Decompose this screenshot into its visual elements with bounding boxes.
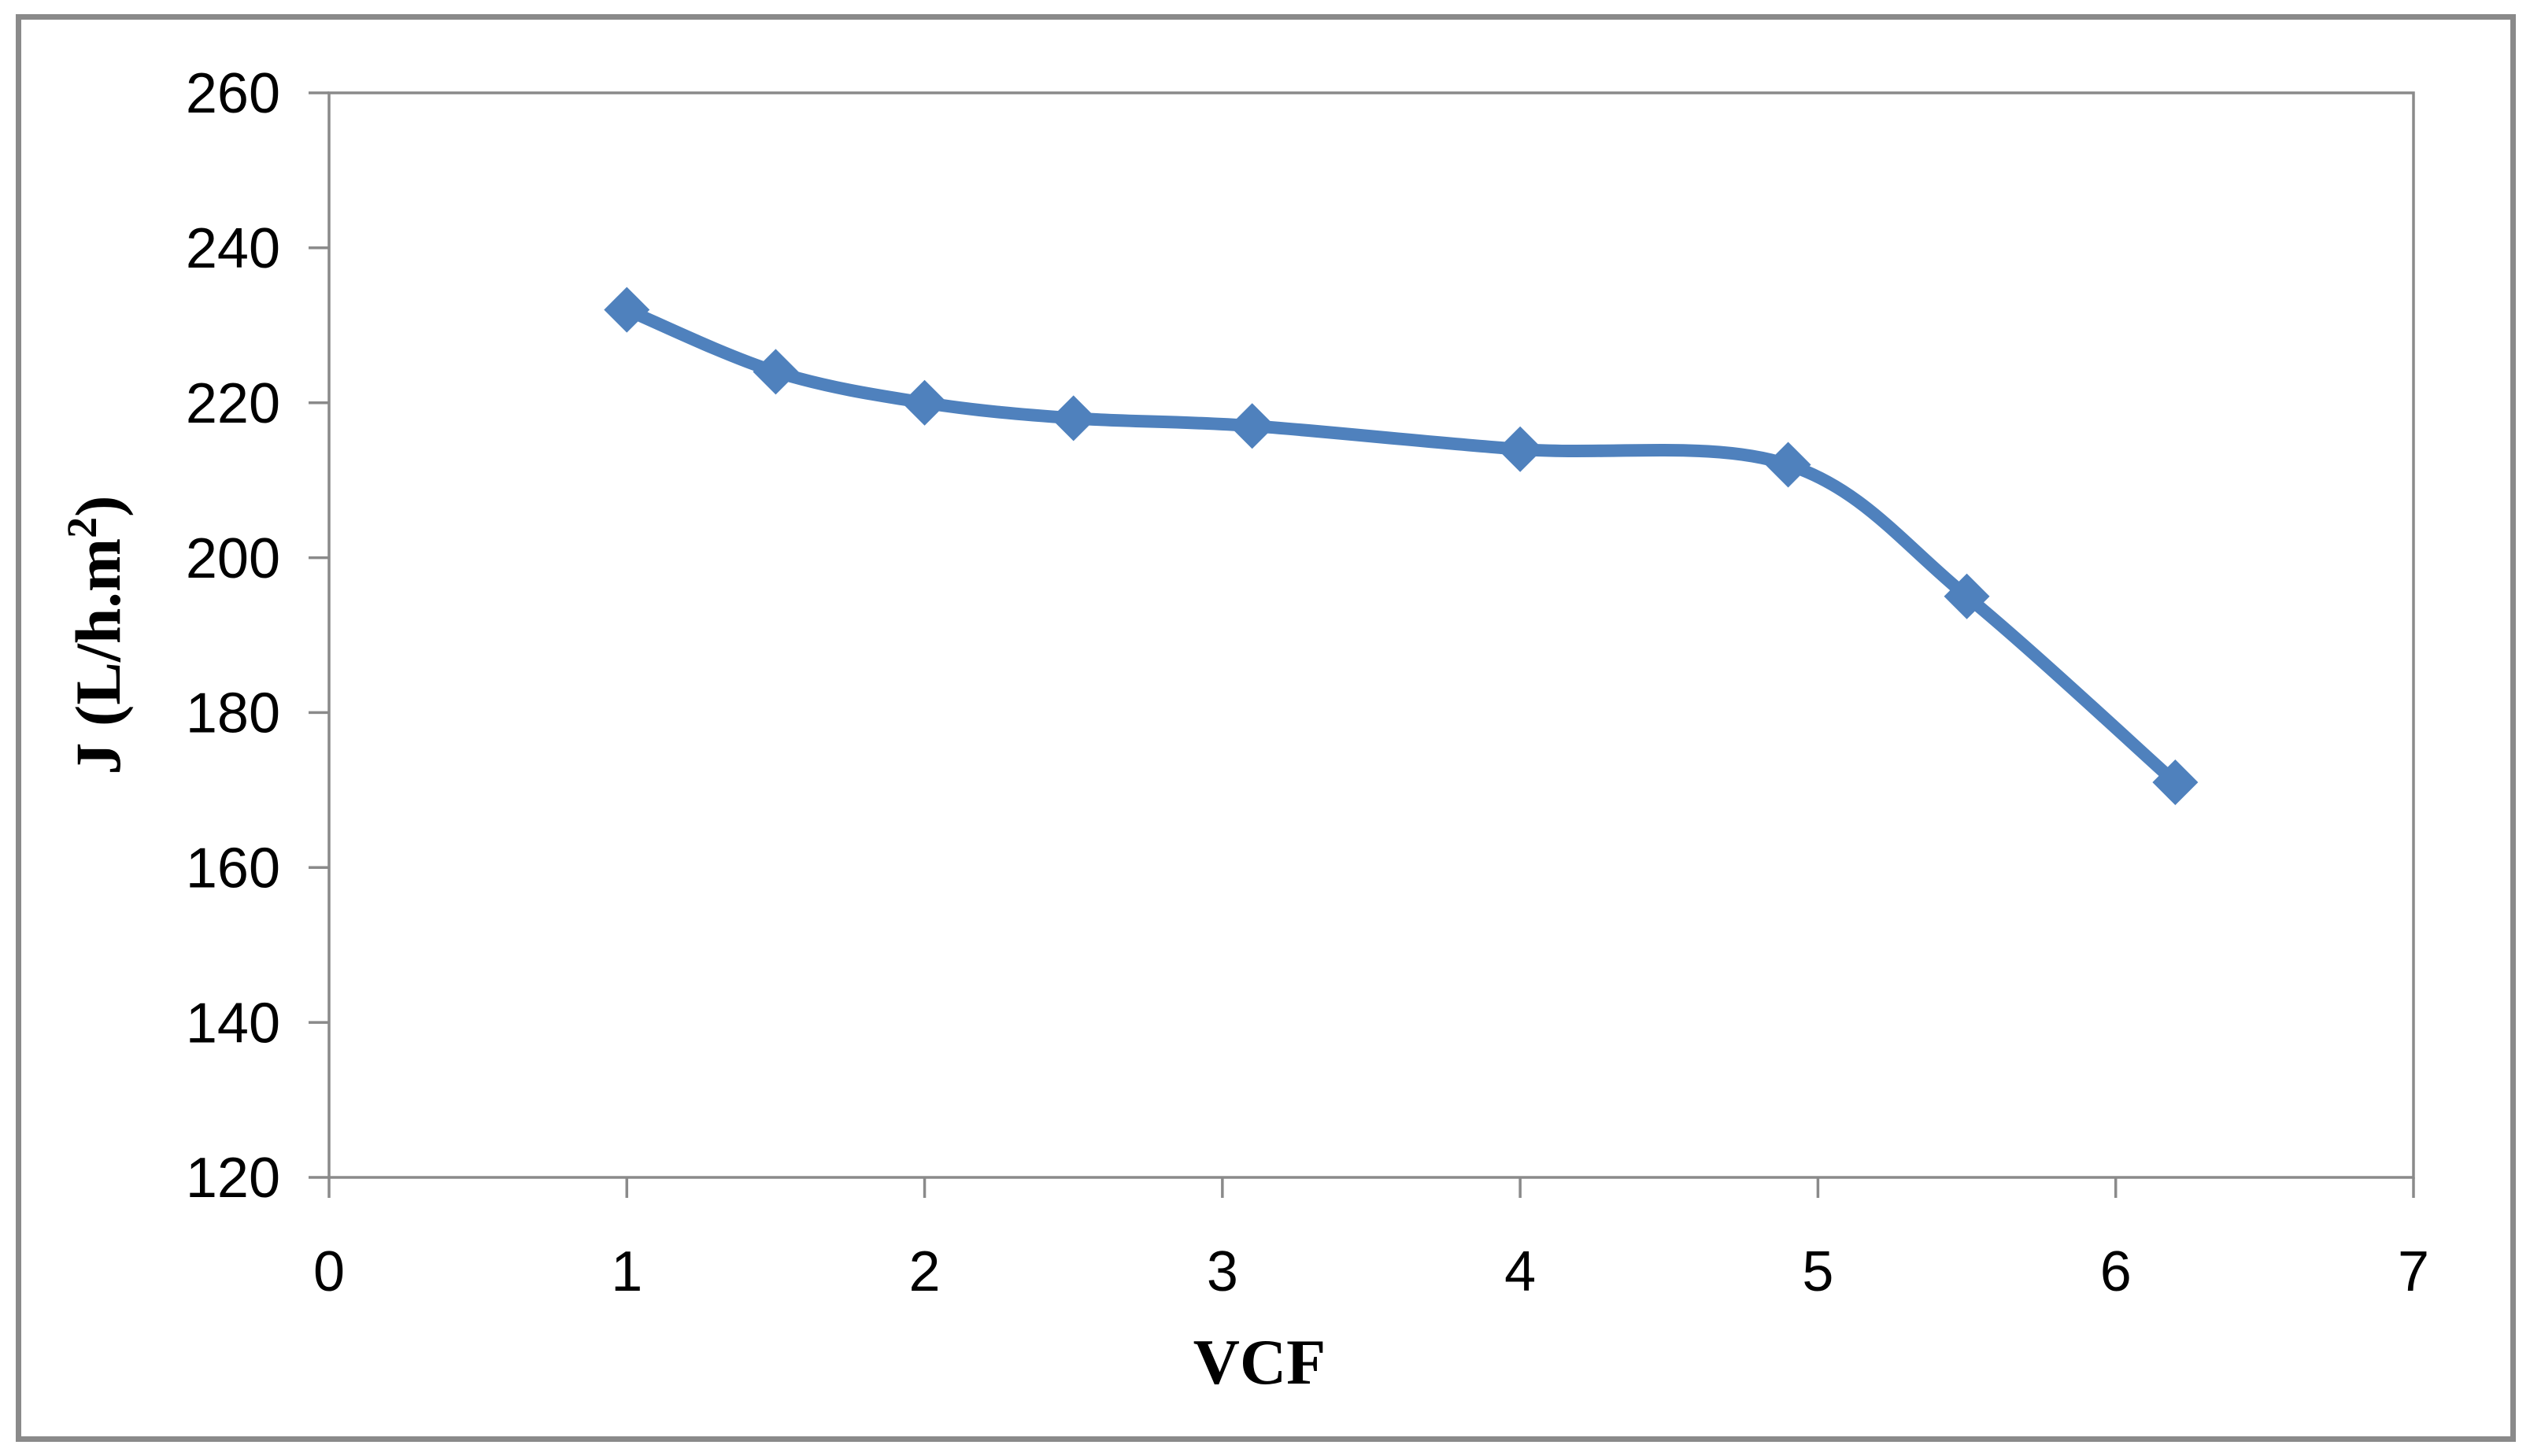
y-tick-label: 180 [186,682,280,745]
data-point-marker [901,379,948,426]
y-tick-label: 260 [186,62,280,125]
y-tick-label: 160 [186,837,280,900]
x-tick-label: 6 [2100,1240,2132,1303]
data-point-marker [1229,403,1275,449]
x-tick-label: 7 [2398,1240,2429,1303]
x-tick-label: 5 [1802,1240,1833,1303]
plot-area-border [327,91,2415,1179]
data-point-marker [604,286,650,333]
y-tick-label: 140 [186,992,280,1055]
y-tick-label: 220 [186,372,280,435]
y-axis-title: J (L/h.m2) [58,495,134,774]
y-tick-label: 200 [186,527,280,590]
x-tick-label: 1 [611,1240,642,1303]
y-tick-label: 120 [186,1147,280,1210]
data-point-marker [1497,426,1544,472]
x-axis-title: VCF [1193,1326,1326,1398]
x-tick-label: 4 [1504,1240,1536,1303]
data-point-marker [1765,442,1811,488]
data-point-marker [2152,759,2199,806]
series-line [620,303,2182,789]
y-tick-label: 240 [186,217,280,280]
data-point-marker [1944,573,1990,619]
data-point-marker [1050,395,1097,442]
x-tick-label: 3 [1207,1240,1238,1303]
data-point-marker [753,349,799,395]
x-tick-label: 2 [909,1240,941,1303]
x-tick-label: 0 [313,1240,345,1303]
